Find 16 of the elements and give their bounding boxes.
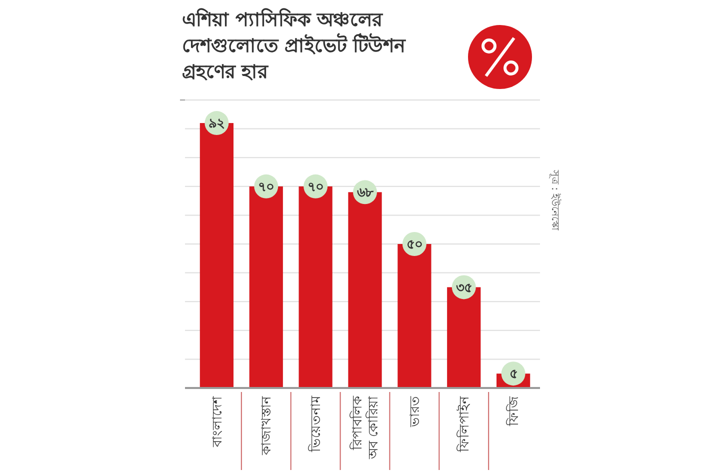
x-tick-label: কাজাখস্তান — [260, 396, 275, 456]
data-label: ৩৫ — [456, 280, 472, 296]
data-label: ৭০ — [258, 180, 274, 195]
x-tick-label: ফিলিপাইন — [456, 396, 472, 453]
x-tick-label: ভারত — [408, 396, 423, 428]
data-label: ৭০ — [308, 180, 324, 195]
x-tick-label: বাংলাদেশ — [210, 396, 226, 448]
text: সূত্র : ইউনেস্কো — [549, 169, 562, 232]
x-tick-label: ভিয়েতনাম — [308, 395, 324, 453]
x-tick-label: রিপাবলিক অব কোরিয়া — [350, 395, 382, 460]
x-tick-label: ফিজি — [506, 396, 522, 427]
data-label: ৫০ — [406, 238, 422, 253]
data-label: ৯২ — [208, 116, 225, 132]
data-label: ৫ — [509, 367, 518, 382]
data-label: ৬৮ — [357, 186, 374, 201]
chart-title: এশিয়া প্যাসিফিক অঞ্চলের দেশগুলোতে প্রাইভেট টিউশন গ্রহণের হার — [182, 8, 406, 83]
